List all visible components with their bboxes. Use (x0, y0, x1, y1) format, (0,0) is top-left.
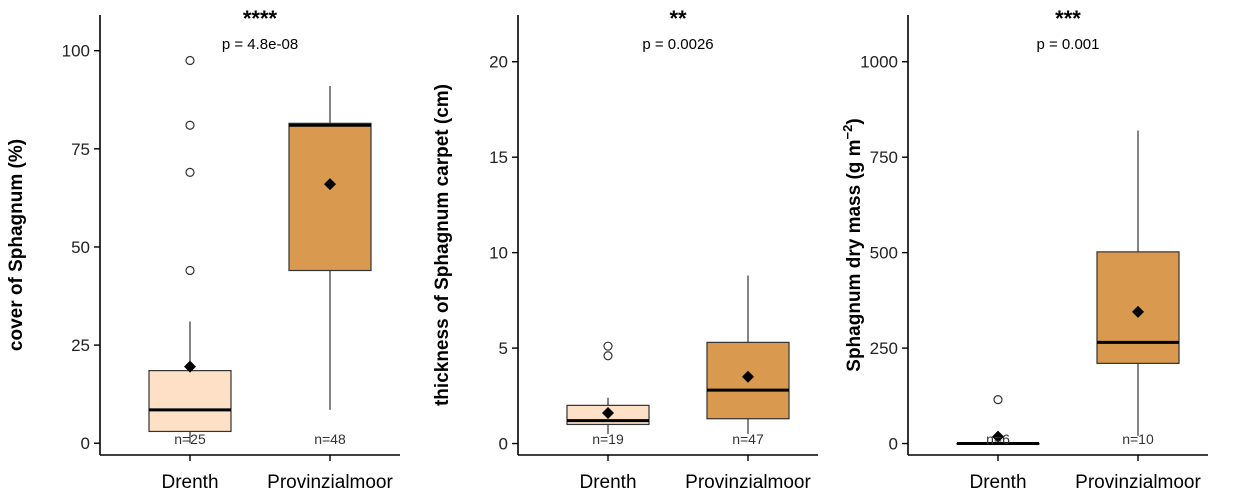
chart-0-y-axis-label: cover of Sphagnum (%) (6, 139, 27, 351)
chart-1-box-1-mean (742, 370, 754, 383)
chart-2-box-1-n-label: n=10 (1122, 431, 1154, 447)
chart-2-box-0-outlier-0 (993, 395, 1003, 405)
chart-1-ytick-label-4: 20 (489, 53, 508, 72)
chart-1-box-1-n-label: n=47 (732, 431, 764, 447)
chart-2-y-axis-label: Sphagnum dry mass (g m−2) (840, 118, 865, 371)
chart-2-box-0-n-label: n=6 (986, 431, 1010, 447)
chart-0-box-1-mean (324, 178, 336, 191)
chart-0-ytick-label-0: 0 (81, 434, 90, 453)
chart-2-box-0-mean (992, 430, 1004, 443)
chart-0-p-value: p = 4.8e-08 (222, 36, 298, 53)
chart-2-ytick-label-3: 750 (870, 148, 898, 167)
chart-0-box-0-outlier-3 (185, 55, 195, 66)
panel-sphagnum-cover: 0 25 50 75 100 cover of Sphagnum (%) **** p = 4… (6, 6, 400, 493)
panel-sphagnum-thickness: 0 5 10 15 20 thickness of Sphagnum carpet (cm… (432, 6, 818, 493)
chart-0-ytick-label-1: 25 (71, 336, 90, 355)
chart-0-box-0-outlier-0 (185, 265, 195, 276)
chart-1-p-value: p = 0.0026 (642, 36, 713, 53)
chart-0-ytick-label-3: 75 (71, 140, 90, 159)
chart-2-significance-stars: *** (1055, 6, 1081, 31)
chart-1-ytick-label-1: 5 (499, 339, 508, 358)
chart-2-p-value: p = 0.001 (1037, 36, 1100, 53)
chart-0-box-0-outlier-1 (185, 167, 195, 177)
chart-0-xtick-label-1: Provinzialmoor (267, 472, 393, 493)
chart-1-box-0-mean (602, 407, 614, 419)
chart-1-ytick-label-3: 15 (489, 148, 508, 167)
chart-0-ytick-label-4: 100 (62, 42, 90, 61)
chart-0-box-1-body (288, 122, 372, 272)
chart-1-ytick-label-2: 10 (489, 244, 508, 263)
chart-0-significance-stars: **** (243, 6, 278, 31)
chart-2-ytick-label-4: 1000 (860, 53, 898, 72)
chart-1-xtick-label-0: Drenth (579, 472, 636, 493)
chart-1-ytick-label-0: 0 (499, 435, 508, 454)
chart-1-y-axis-label: thickness of Sphagnum carpet (cm) (432, 84, 453, 406)
chart-0-box-0-outlier-2 (185, 120, 195, 130)
chart-2-xtick-label-1: Provinzialmoor (1075, 472, 1201, 493)
chart-2-ytick-label-1: 250 (870, 339, 898, 358)
chart-0-box-0-body (148, 370, 232, 433)
panel-sphagnum-dry-mass: 0 250 500 750 1000 Sphagnum dry mass (g m−2) *… (840, 6, 1208, 493)
chart-2-box-1-mean (1132, 305, 1144, 318)
chart-0-xtick-label-0: Drenth (161, 472, 218, 493)
chart-2-ytick-label-0: 0 (889, 435, 898, 454)
chart-1-box-0-n-label: n=19 (592, 431, 624, 447)
chart-1-xtick-label-1: Provinzialmoor (685, 472, 811, 493)
chart-2-xtick-label-0: Drenth (969, 472, 1026, 493)
chart-0-box-0-n-label: n=25 (174, 431, 206, 447)
chart-0-ytick-label-2: 50 (71, 238, 90, 257)
chart-1-box-0-outlier-0 (603, 351, 613, 361)
chart-1-box-0-outlier-1 (603, 341, 613, 351)
chart-1-significance-stars: ** (669, 6, 687, 31)
chart-0-box-0-mean (184, 360, 196, 373)
chart-0-box-1-n-label: n=48 (314, 431, 346, 447)
chart-2-ytick-label-2: 500 (870, 244, 898, 263)
